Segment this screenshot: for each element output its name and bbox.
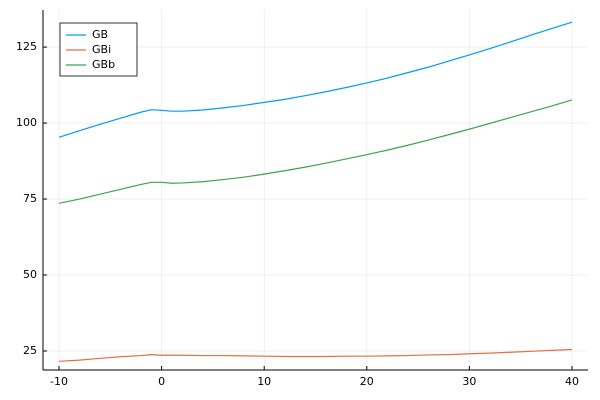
series-line [58,99,573,204]
y-tick-label: 100 [16,116,37,129]
legend: GB GBi GBb [59,22,138,77]
x-tick-label: 10 [257,375,271,388]
y-tick-label: 25 [23,344,37,357]
x-tick-label: 20 [360,375,374,388]
x-tick-label: 40 [565,375,579,388]
y-tick-label: 50 [23,268,37,281]
x-tick-label: 0 [158,375,165,388]
legend-label: GBi [92,43,111,56]
series-line [58,21,573,138]
y-tick-label: 75 [23,192,37,205]
x-tick-label: 30 [462,375,476,388]
series-line [58,348,573,362]
x-tick-label: -10 [50,375,68,388]
legend-label: GB [92,28,108,41]
legend-label: GBb [92,58,115,71]
y-tick-label: 125 [16,40,37,53]
